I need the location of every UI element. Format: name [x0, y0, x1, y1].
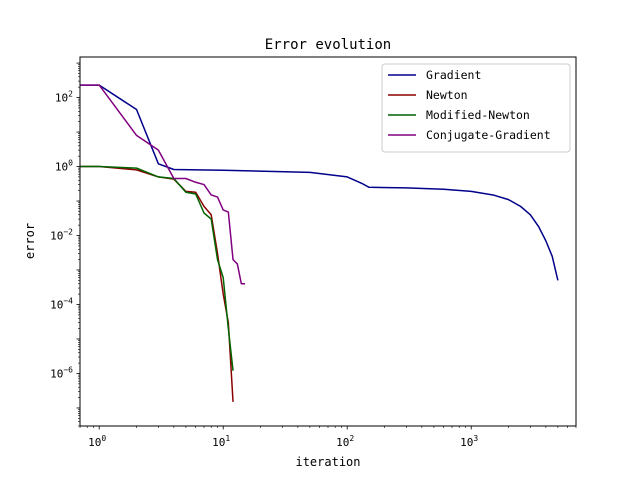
x-axis-label: iteration — [295, 455, 360, 469]
x-axis-ticks: 100 101 102 103 — [79, 426, 577, 449]
legend: Gradient Newton Modified-Newton Conjugate-G… — [381, 63, 571, 153]
legend-box — [381, 63, 571, 153]
series-line-3 — [80, 84, 246, 285]
y-axis-label: error — [23, 223, 37, 259]
legend-label-3: Conjugate-Gradient — [426, 128, 551, 142]
x-tick-label: 103 — [460, 434, 478, 449]
legend-label-1: Newton — [426, 88, 468, 102]
series-layer — [80, 84, 559, 402]
x-tick-label: 100 — [88, 434, 106, 449]
y-tick-label: 10−2 — [50, 228, 73, 243]
legend-label-2: Modified-Newton — [426, 108, 530, 122]
y-tick-label: 100 — [55, 159, 73, 174]
y-tick-label: 10−6 — [50, 365, 73, 380]
series-line-1 — [80, 165, 234, 402]
x-tick-label: 102 — [336, 434, 354, 449]
series-line-2 — [80, 165, 234, 371]
series-line-0 — [80, 84, 559, 281]
y-tick-label: 102 — [55, 90, 73, 105]
y-axis-ticks: 102 100 10−2 10−4 10−6 — [50, 62, 80, 427]
chart-title: Error evolution — [265, 37, 391, 53]
x-tick-label: 101 — [212, 434, 230, 449]
y-tick-label: 10−4 — [50, 296, 73, 311]
legend-label-0: Gradient — [426, 68, 481, 82]
